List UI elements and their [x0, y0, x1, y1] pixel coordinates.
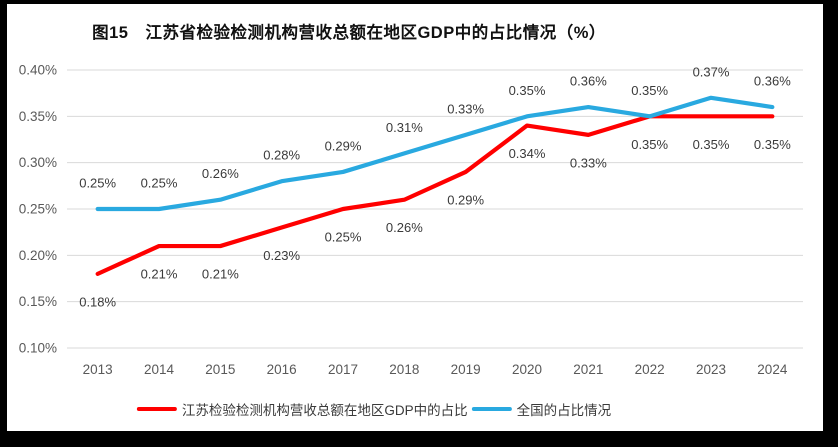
y-axis-tick-label: 0.30%	[19, 155, 57, 170]
legend-item-jiangsu: 江苏检验检测机构营收总额在地区GDP中的占比	[136, 399, 468, 419]
data-label-national-2024: 0.36%	[754, 74, 791, 89]
legend-line-swatch-national	[471, 407, 512, 411]
y-axis-tick-label: 0.15%	[19, 294, 57, 309]
data-label-national-2015: 0.26%	[202, 166, 239, 181]
data-label-jiangsu-2022: 0.35%	[631, 137, 668, 152]
x-axis-tick-label: 2014	[144, 362, 175, 377]
data-label-national-2014: 0.25%	[141, 176, 178, 191]
x-axis-tick-label: 2017	[328, 362, 358, 377]
x-axis-tick-label: 2016	[267, 362, 297, 377]
y-axis-tick-label: 0.20%	[19, 248, 57, 263]
data-label-national-2019: 0.33%	[447, 101, 484, 116]
legend-line-swatch-jiangsu	[136, 407, 177, 411]
legend-label-jiangsu: 江苏检验检测机构营收总额在地区GDP中的占比	[181, 403, 468, 418]
x-axis-tick-label: 2023	[696, 362, 726, 377]
data-label-jiangsu-2020: 0.34%	[509, 146, 546, 161]
chart-title: 图15 江苏省检验检测机构营收总额在地区GDP中的占比情况（%）	[92, 24, 606, 42]
x-axis-tick-label: 2019	[451, 362, 481, 377]
data-label-jiangsu-2014: 0.21%	[141, 267, 178, 282]
legend-label-national: 全国的占比情况	[516, 403, 612, 418]
data-label-jiangsu-2023: 0.35%	[693, 137, 730, 152]
data-label-jiangsu-2015: 0.21%	[202, 267, 239, 282]
data-label-national-2017: 0.29%	[325, 138, 362, 153]
data-label-national-2020: 0.35%	[509, 83, 546, 98]
data-label-national-2018: 0.31%	[386, 120, 423, 135]
y-axis-tick-label: 0.25%	[19, 202, 57, 217]
data-label-national-2023: 0.37%	[693, 64, 730, 79]
series-line-jiangsu	[95, 114, 775, 276]
x-axis-tick-label: 2020	[512, 362, 542, 377]
y-axis-tick-label: 0.40%	[19, 63, 57, 78]
x-axis-tick-label: 2015	[205, 362, 235, 377]
data-label-jiangsu-2017: 0.25%	[325, 230, 362, 245]
x-axis-tick-label: 2024	[757, 362, 788, 377]
data-label-jiangsu-2024: 0.35%	[754, 137, 791, 152]
x-axis-tick-label: 2021	[573, 362, 603, 377]
data-label-jiangsu-2021: 0.33%	[570, 155, 607, 170]
legend-item-national: 全国的占比情况	[471, 399, 612, 419]
data-label-jiangsu-2018: 0.26%	[386, 220, 423, 235]
data-label-national-2021: 0.36%	[570, 74, 607, 89]
x-axis-tick-label: 2013	[83, 362, 113, 377]
data-label-jiangsu-2013: 0.18%	[79, 294, 116, 309]
y-axis-tick-label: 0.10%	[19, 341, 57, 356]
x-axis-tick-label: 2022	[635, 362, 665, 377]
data-label-jiangsu-2019: 0.29%	[447, 192, 484, 207]
data-label-national-2016: 0.28%	[263, 148, 300, 163]
data-label-national-2013: 0.25%	[79, 176, 116, 191]
series-line-national	[95, 95, 775, 212]
x-axis-tick-label: 2018	[389, 362, 419, 377]
data-label-national-2022: 0.35%	[631, 83, 668, 98]
data-label-jiangsu-2016: 0.23%	[263, 248, 300, 263]
chart-legend: 江苏检验检测机构营收总额在地区GDP中的占比 全国的占比情况	[136, 399, 612, 419]
y-axis-tick-label: 0.35%	[19, 109, 57, 124]
document-page	[7, 4, 823, 431]
